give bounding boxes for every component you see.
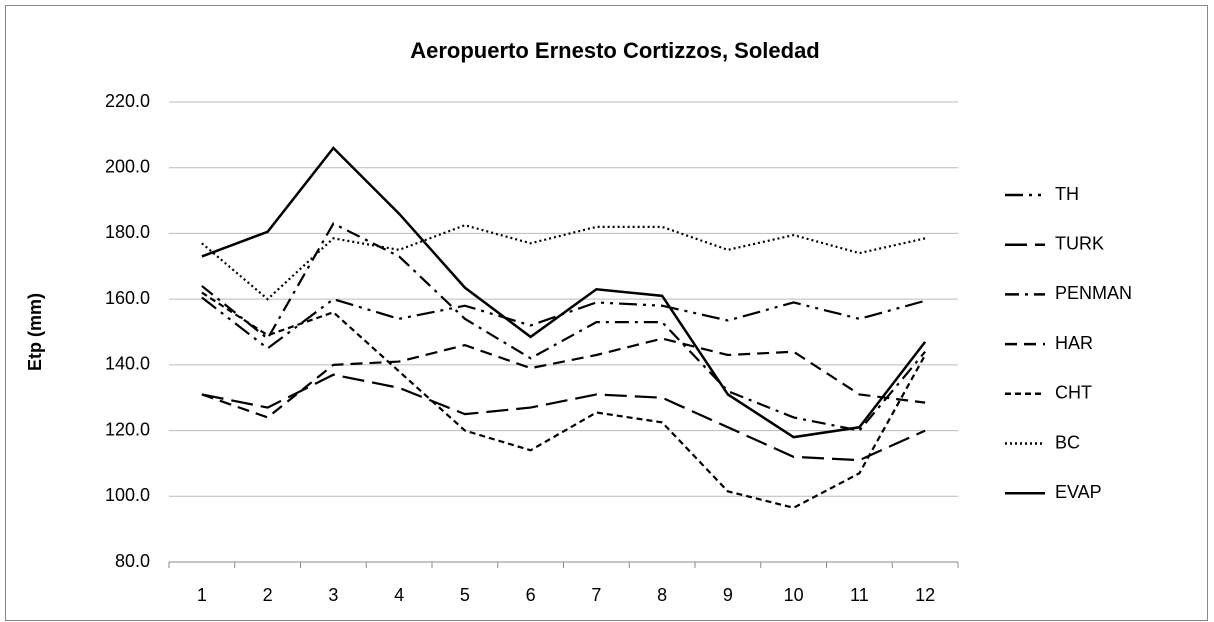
chart-title: Aeropuerto Ernesto Cortizzos, Soledad (410, 38, 820, 63)
x-tick-label: 3 (328, 585, 338, 605)
y-tick-label: 180.0 (105, 222, 150, 242)
legend-label: CHT (1055, 383, 1092, 403)
x-tick-label: 10 (784, 585, 804, 605)
y-tick-label: 220.0 (105, 91, 150, 111)
x-tick-label: 5 (460, 585, 470, 605)
y-tick-label: 140.0 (105, 354, 150, 374)
legend-label: PENMAN (1055, 283, 1132, 303)
series-line (201, 224, 926, 301)
x-tick-label: 12 (915, 585, 935, 605)
y-tick-label: 200.0 (105, 156, 150, 176)
series-line (201, 222, 926, 432)
y-tick-label: 100.0 (105, 485, 150, 505)
series-line (201, 146, 927, 439)
x-tick-label: 2 (263, 585, 273, 605)
x-tick-label: 7 (591, 585, 601, 605)
x-tick-label: 1 (197, 585, 207, 605)
chart-border (5, 5, 1208, 621)
x-tick-label: 8 (657, 585, 667, 605)
y-tick-label: 120.0 (105, 419, 150, 439)
series-line (201, 337, 926, 419)
legend-label: EVAP (1055, 482, 1102, 502)
x-tick-label: 4 (394, 585, 404, 605)
y-axis-label: Etp (mm) (25, 293, 45, 371)
legend-label: BC (1055, 432, 1080, 452)
x-tick-label: 6 (526, 585, 536, 605)
x-tick-label: 9 (723, 585, 733, 605)
legend-label: TH (1055, 184, 1079, 204)
legend-label: TURK (1055, 233, 1104, 253)
y-tick-label: 80.0 (115, 551, 150, 571)
y-tick-label: 160.0 (105, 288, 150, 308)
x-tick-label: 11 (850, 585, 869, 605)
series-line (201, 291, 927, 509)
series-line (201, 373, 926, 462)
legend-label: HAR (1055, 333, 1093, 353)
